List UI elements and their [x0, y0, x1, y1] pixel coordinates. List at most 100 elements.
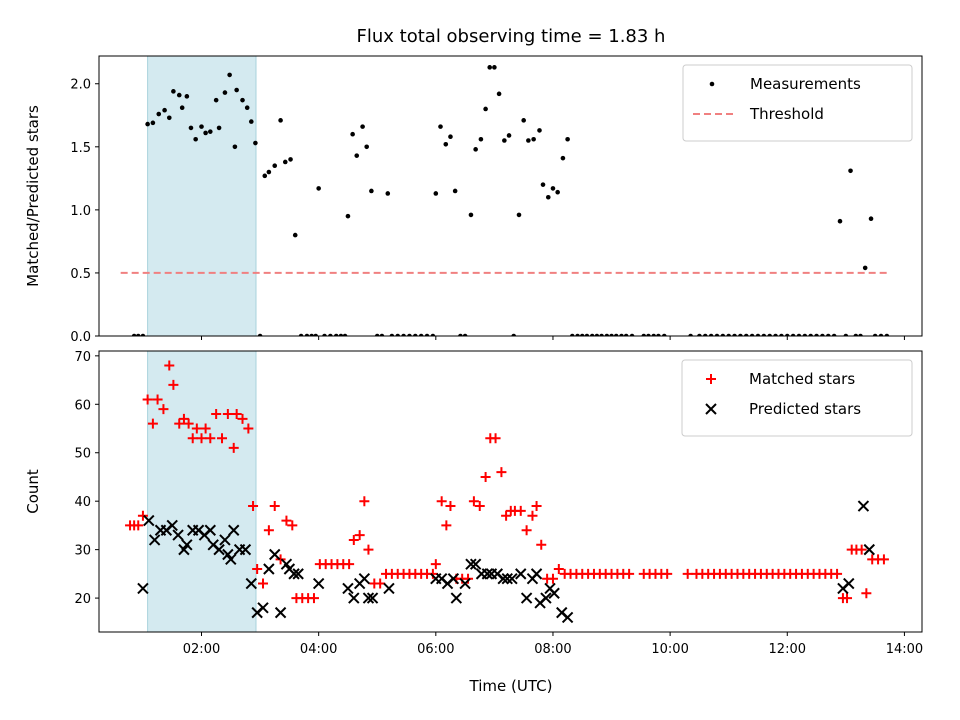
data-point [282, 159, 288, 165]
plot-area [125, 360, 889, 624]
data-point [316, 186, 321, 191]
data-point [445, 501, 456, 512]
data-point [143, 514, 155, 527]
data-point [338, 333, 344, 336]
data-point [624, 568, 635, 579]
y-tick-label: 60 [74, 398, 91, 413]
data-point [178, 413, 189, 424]
x-axis-title: Time (UTC) [469, 677, 553, 695]
data-point [856, 544, 867, 555]
data-point [342, 333, 348, 336]
data-point [843, 577, 855, 590]
data-point [348, 592, 360, 604]
data-point [239, 543, 252, 556]
data-point [447, 572, 460, 585]
data-point [203, 130, 208, 136]
data-point [459, 577, 471, 590]
data-point [156, 111, 162, 117]
data-point [187, 433, 198, 444]
data-point [258, 578, 269, 589]
data-point [292, 232, 298, 238]
data-point [217, 433, 228, 444]
axes-frame [98, 55, 923, 337]
data-point [193, 136, 198, 142]
data-point [462, 333, 468, 336]
data-point [878, 333, 884, 336]
x-tick-label: 04:00 [300, 642, 337, 657]
data-point [237, 413, 248, 424]
data-point [158, 404, 169, 415]
data-point [492, 65, 497, 70]
y-tick-label: 0.5 [70, 267, 91, 282]
data-point [364, 144, 369, 150]
data-point [714, 333, 720, 336]
data-point [478, 136, 484, 142]
data-point [148, 534, 161, 546]
legend-swatch [709, 81, 715, 87]
data-point [465, 558, 477, 570]
data-point [395, 333, 401, 336]
data-point [216, 125, 222, 131]
data-point [443, 141, 449, 147]
data-point [199, 124, 204, 129]
data-point [463, 573, 474, 584]
data-point [287, 520, 298, 531]
data-point [166, 519, 178, 532]
data-point [501, 510, 512, 521]
data-point [213, 97, 219, 103]
data-point [732, 333, 737, 336]
data-point [152, 394, 163, 405]
data-point [682, 568, 693, 579]
data-point [424, 333, 430, 336]
data-point [240, 97, 245, 103]
data-point [222, 90, 228, 95]
data-point [545, 194, 551, 200]
data-point [502, 138, 507, 143]
y-axis-title: Matched/Predicted stars [24, 105, 42, 287]
series-predicted-stars [137, 500, 875, 624]
data-point [767, 333, 773, 336]
data-point [662, 568, 673, 579]
plot-area [120, 65, 890, 336]
data-point [413, 333, 418, 336]
data-point [599, 333, 604, 336]
data-point [473, 147, 478, 152]
data-point [579, 333, 585, 336]
legend-label: Threshold [749, 105, 824, 123]
y-tick-label: 70 [74, 350, 91, 365]
data-point [738, 333, 743, 336]
data-point [433, 191, 439, 196]
data-point [354, 153, 360, 158]
data-point [641, 333, 647, 336]
data-point [521, 525, 532, 536]
data-point [333, 333, 339, 336]
data-point [147, 418, 158, 429]
data-point [168, 379, 179, 390]
data-point [131, 333, 137, 336]
data-point [853, 333, 859, 336]
data-point [858, 333, 863, 336]
data-point [204, 524, 217, 536]
data-point [688, 333, 693, 336]
data-point [312, 577, 325, 590]
data-point [191, 423, 202, 434]
data-point [555, 189, 560, 195]
data-point [527, 510, 538, 521]
data-point [219, 534, 231, 546]
data-point [211, 408, 222, 419]
data-point [594, 333, 600, 336]
data-point [761, 333, 767, 336]
data-point [257, 333, 263, 336]
data-point [269, 501, 280, 512]
data-point [281, 515, 292, 526]
data-point [272, 163, 278, 169]
data-point [162, 107, 167, 113]
data-point [832, 568, 843, 579]
legend: Measurements Threshold [682, 64, 913, 142]
y-tick-label: 50 [74, 447, 91, 462]
data-point [848, 168, 853, 174]
data-point [720, 333, 726, 336]
y-tick-label: 1.0 [70, 204, 91, 219]
data-point [575, 333, 580, 336]
data-point [181, 539, 193, 551]
